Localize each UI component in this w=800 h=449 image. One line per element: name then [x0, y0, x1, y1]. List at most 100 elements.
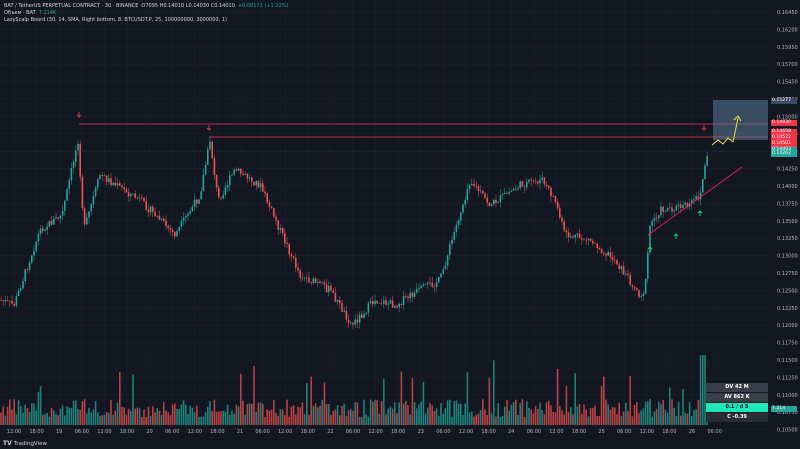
- candle-body: [702, 178, 704, 193]
- volume-bar: [497, 403, 499, 425]
- lazyscalp-indicator-label[interactable]: LazyScalp Board (30, 14, SMA, Right bott…: [4, 17, 227, 23]
- volume-bar: [233, 413, 235, 425]
- candle-body: [585, 239, 587, 241]
- time-tick-label: 12:00: [278, 429, 292, 435]
- volume-bar: [642, 408, 645, 425]
- candle-body: [46, 226, 48, 230]
- volume-bar: [391, 408, 394, 425]
- volume-bar: [614, 407, 616, 425]
- candle-body: [70, 167, 73, 181]
- candle-body: [189, 211, 191, 214]
- candle-body: [176, 230, 178, 237]
- volume-bar: [504, 406, 506, 425]
- volume-bar: [418, 404, 420, 425]
- candle-body: [17, 290, 20, 296]
- candle-body: [627, 273, 629, 276]
- volume-bar: [453, 401, 455, 425]
- candle-body: [642, 293, 645, 297]
- candle-body: [636, 288, 638, 291]
- candle-body: [548, 185, 550, 188]
- candle-body: [277, 220, 279, 230]
- volume-bar: [75, 400, 77, 425]
- tradingview-logo[interactable]: TV TradingView: [3, 440, 47, 447]
- candle-body: [578, 233, 581, 239]
- volume-bar: [101, 415, 103, 425]
- volume-bar: [693, 410, 695, 425]
- candle-body: [231, 174, 233, 176]
- volume-bar: [594, 405, 596, 425]
- candle-body: [574, 234, 576, 238]
- time-tick-label: 06:00: [617, 429, 631, 435]
- volume-bar: [572, 414, 574, 425]
- candle-body: [207, 148, 209, 165]
- candle-body: [323, 282, 326, 285]
- volume-bar: [376, 400, 378, 425]
- candle-body: [550, 187, 552, 197]
- sell-signal-arrow-icon: [76, 112, 82, 118]
- volume-bar: [341, 406, 343, 425]
- candle-body: [682, 204, 684, 208]
- volume-bar: [255, 411, 257, 425]
- volume-bar: [218, 411, 220, 425]
- candle-body: [220, 197, 222, 199]
- candle-body: [420, 285, 422, 288]
- volume-bar: [68, 407, 70, 425]
- volume-bar: [649, 399, 651, 425]
- candle-body: [385, 300, 387, 305]
- candle-body: [286, 242, 288, 244]
- volume-bar: [636, 402, 638, 425]
- volume-bar: [543, 414, 546, 425]
- candle-body: [669, 207, 671, 209]
- candle-body: [605, 253, 607, 256]
- candle-body: [352, 322, 354, 325]
- candle-body: [154, 211, 156, 217]
- candle-body: [132, 193, 134, 195]
- volume-bar: [167, 412, 169, 425]
- volume-bar: [59, 408, 62, 425]
- price-axis: 0.164500.162000.159500.157000.154500.152…: [777, 10, 798, 434]
- candle-body: [510, 190, 513, 192]
- candle-body: [658, 215, 660, 219]
- candle-body: [383, 300, 385, 304]
- volume-bar: [152, 406, 154, 425]
- volume-indicator-label[interactable]: Объем · BAT: [4, 10, 36, 16]
- volume-bar: [592, 407, 594, 425]
- volume-bar: [537, 409, 539, 425]
- volume-bar: [585, 409, 587, 425]
- candle-body: [508, 191, 510, 194]
- volume-bar: [116, 402, 119, 425]
- candle-body: [193, 199, 196, 207]
- volume-bar: [143, 409, 145, 425]
- symbol-title[interactable]: BAT / TetherUS PERPETUAL CONTRACT · 30 ·…: [4, 3, 139, 9]
- candle-body: [215, 175, 218, 188]
- volume-bar: [675, 415, 678, 425]
- volume-bar: [583, 404, 585, 425]
- candle-body: [53, 218, 55, 225]
- volume-bar: [501, 415, 504, 425]
- volume-bar: [26, 408, 29, 425]
- volume-bar: [105, 411, 108, 425]
- candle-body: [444, 265, 447, 270]
- candle-body: [545, 184, 548, 186]
- candle-body: [310, 282, 312, 283]
- candle-body: [48, 220, 51, 227]
- volume-bar: [431, 405, 433, 425]
- candle-body: [332, 290, 334, 293]
- candle-body: [693, 199, 695, 201]
- volume-bar: [13, 399, 15, 425]
- candle-body: [108, 178, 110, 182]
- candle-body: [123, 187, 125, 190]
- candle-body: [442, 269, 444, 274]
- candle-body: [204, 164, 207, 175]
- price-tag: 0.14403: [771, 147, 797, 153]
- candle-body: [187, 213, 189, 217]
- candle-body: [512, 188, 515, 191]
- volume-bar: [141, 416, 143, 425]
- candle-body: [246, 174, 249, 179]
- time-tick-label: 18:00: [391, 429, 405, 435]
- volume-bar: [301, 402, 304, 425]
- volume-bar: [277, 415, 279, 425]
- candle-body: [28, 262, 31, 270]
